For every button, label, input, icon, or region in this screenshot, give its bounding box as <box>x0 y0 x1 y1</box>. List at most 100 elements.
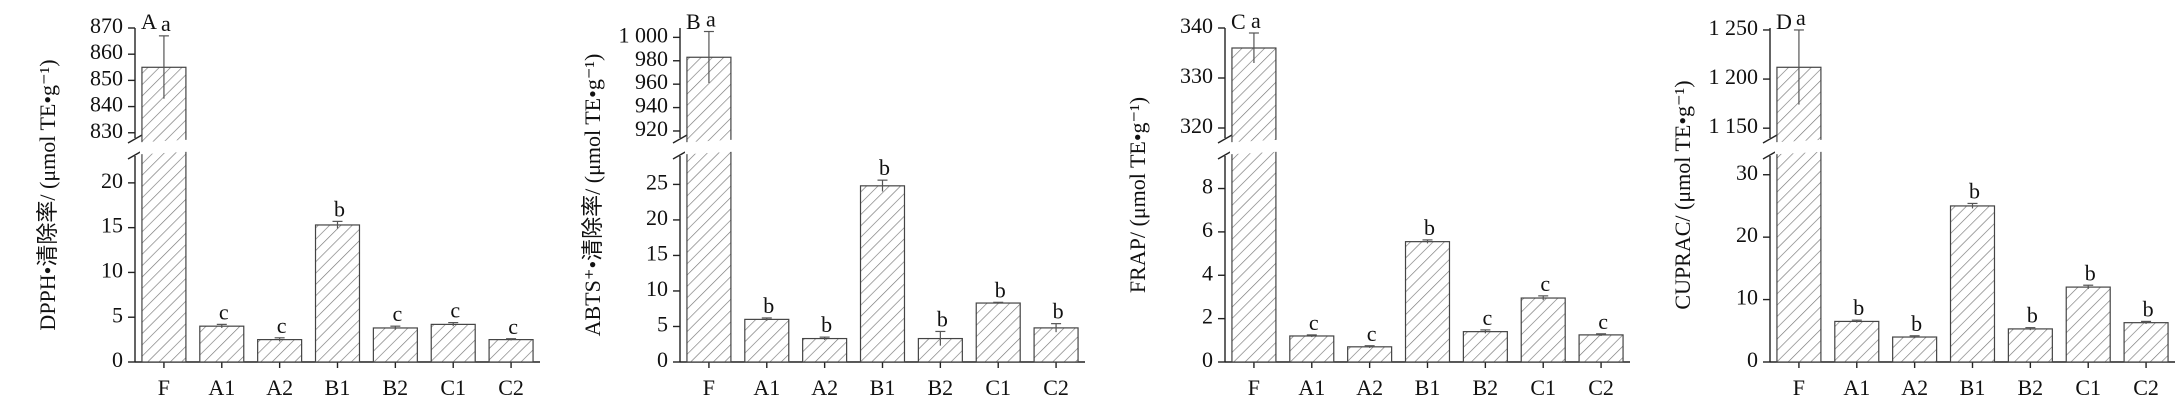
bar <box>372 327 418 363</box>
bar <box>1834 320 1880 363</box>
bar <box>2007 328 2053 363</box>
significance-label: b <box>1911 311 1922 336</box>
y-axis-label: FRAP/ (μmol TE•g⁻¹) <box>1125 97 1150 293</box>
bar <box>199 325 245 363</box>
y-tick-label: 980 <box>635 46 668 71</box>
y-tick-label: 860 <box>90 39 123 64</box>
significance-label: c <box>450 298 460 323</box>
significance-label: c <box>508 314 518 339</box>
x-tick-label: B1 <box>870 375 896 400</box>
bar <box>2123 322 2169 363</box>
bar <box>1347 346 1393 363</box>
significance-label: c <box>277 313 287 338</box>
significance-label: a <box>1251 8 1261 33</box>
bar <box>488 339 534 363</box>
y-tick-label: 0 <box>112 347 123 372</box>
y-tick-label: 940 <box>635 93 668 118</box>
y-tick-label: 15 <box>646 240 668 265</box>
axis-break <box>127 134 143 144</box>
bar <box>802 337 848 363</box>
significance-label: b <box>937 307 948 332</box>
y-tick-label: 0 <box>1747 347 1758 372</box>
significance-label: c <box>1309 310 1319 335</box>
significance-label: b <box>2143 296 2154 321</box>
y-tick-label: 8 <box>1202 174 1213 199</box>
significance-label: a <box>161 11 171 36</box>
significance-label: b <box>1969 178 1980 203</box>
significance-label: b <box>2085 260 2096 285</box>
y-axis-label: DPPH•清除率/ (μmol TE•g⁻¹) <box>35 59 60 330</box>
x-tick-label: C1 <box>985 375 1011 400</box>
axis-break <box>672 134 688 144</box>
y-tick-label: 15 <box>101 213 123 238</box>
x-tick-label: F <box>158 375 170 400</box>
significance-label: b <box>879 155 890 180</box>
bar <box>1949 205 1996 363</box>
bar <box>2065 286 2111 363</box>
panel-label: A <box>141 9 157 34</box>
panel-label: C <box>1231 9 1246 34</box>
y-tick-label: 20 <box>1736 222 1758 247</box>
y-tick-label: 4 <box>1202 260 1213 285</box>
axis-break <box>1217 134 1233 144</box>
y-tick-label: 0 <box>657 347 668 372</box>
x-tick-label: C1 <box>440 375 466 400</box>
axis-break <box>672 150 688 160</box>
bar <box>430 323 476 363</box>
bar <box>1776 66 1822 363</box>
x-tick-label: C1 <box>1530 375 1556 400</box>
x-tick-label: A2 <box>811 375 838 400</box>
bar <box>1033 327 1079 363</box>
y-tick-label: 1 000 <box>619 22 669 47</box>
y-tick-label: 320 <box>1180 113 1213 138</box>
bar <box>744 318 790 363</box>
x-tick-label: B2 <box>2018 375 2044 400</box>
panel-label: B <box>686 9 701 34</box>
x-tick-label: B1 <box>325 375 351 400</box>
bar-break-gap <box>684 139 733 155</box>
y-tick-label: 840 <box>90 92 123 117</box>
y-tick-label: 10 <box>646 276 668 301</box>
axis-break <box>1762 150 1778 160</box>
bar-break-gap <box>139 139 188 155</box>
significance-label: b <box>763 293 774 318</box>
bar <box>1462 331 1508 363</box>
y-tick-label: 870 <box>90 13 123 38</box>
x-tick-label: B2 <box>1473 375 1499 400</box>
y-tick-label: 20 <box>646 205 668 230</box>
bar-break-gap <box>1774 139 1823 155</box>
significance-label: a <box>1796 5 1806 30</box>
axis-break <box>1217 150 1233 160</box>
significance-label: c <box>1482 305 1492 330</box>
y-tick-label: 1 200 <box>1709 64 1759 89</box>
significance-label: b <box>1853 295 1864 320</box>
y-tick-label: 1 250 <box>1709 15 1759 40</box>
y-axis-label: CUPRAC/ (μmol TE•g⁻¹) <box>1670 80 1695 309</box>
significance-label: c <box>1367 321 1377 346</box>
bar-break-gap <box>1229 139 1278 155</box>
y-tick-label: 5 <box>112 302 123 327</box>
x-tick-label: B2 <box>928 375 954 400</box>
significance-label: c <box>1540 271 1550 296</box>
significance-label: c <box>392 301 402 326</box>
bar <box>1520 297 1566 363</box>
bar <box>686 56 732 363</box>
bar <box>257 339 303 363</box>
bar <box>141 66 187 363</box>
y-axis-label: ABTS⁺•清除率/ (μmol TE•g⁻¹) <box>580 54 605 337</box>
y-tick-label: 960 <box>635 69 668 94</box>
significance-label: b <box>1424 215 1435 240</box>
y-tick-label: 20 <box>101 168 123 193</box>
panel: 0 2 4 6 8 320 330 340 FRAP/ (μmol TE•g⁻¹) C Fa A1 c A… <box>1125 8 1630 400</box>
bar <box>1289 335 1335 363</box>
y-tick-label: 330 <box>1180 63 1213 88</box>
significance-label: c <box>1598 309 1608 334</box>
x-tick-label: A2 <box>1356 375 1383 400</box>
x-tick-label: F <box>1248 375 1260 400</box>
significance-label: b <box>334 196 345 221</box>
panel-label: D <box>1776 9 1792 34</box>
x-tick-label: A2 <box>1901 375 1928 400</box>
